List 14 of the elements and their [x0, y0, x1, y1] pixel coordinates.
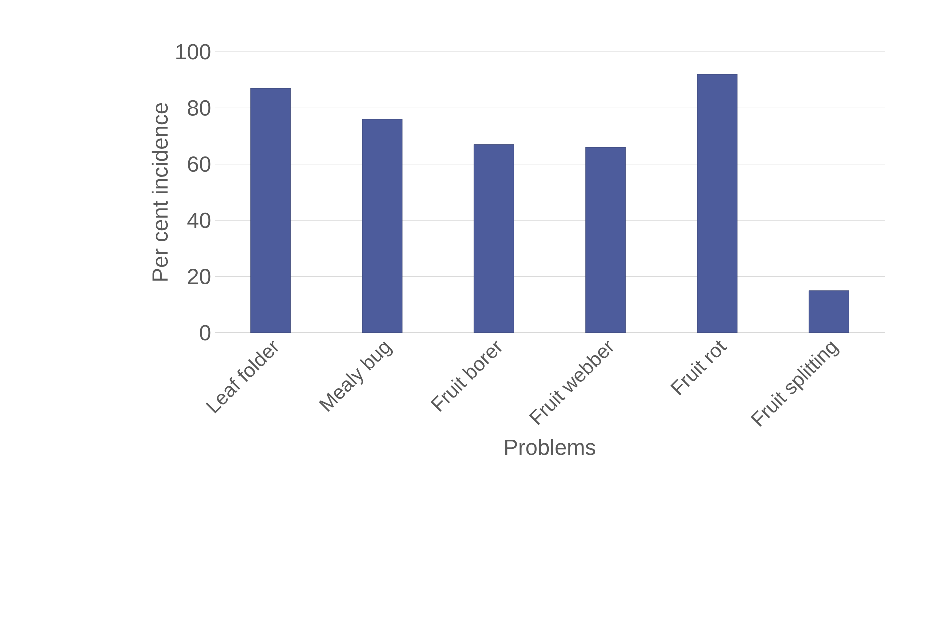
bar: [250, 88, 292, 333]
y-tick-label: 20: [188, 269, 211, 285]
y-tick-label: 40: [188, 212, 211, 228]
bar: [362, 119, 403, 333]
y-tick-label: 60: [188, 156, 211, 172]
bar: [808, 290, 850, 333]
x-axis-title: Problems: [506, 439, 596, 456]
bar: [697, 74, 738, 333]
y-tick-label: 80: [188, 100, 211, 116]
bar: [586, 147, 626, 333]
y-axis-title: Per cent incidence: [152, 103, 168, 281]
y-tick-label: 0: [200, 325, 211, 341]
y-tick-label: 100: [176, 44, 211, 60]
bar: [474, 144, 514, 333]
